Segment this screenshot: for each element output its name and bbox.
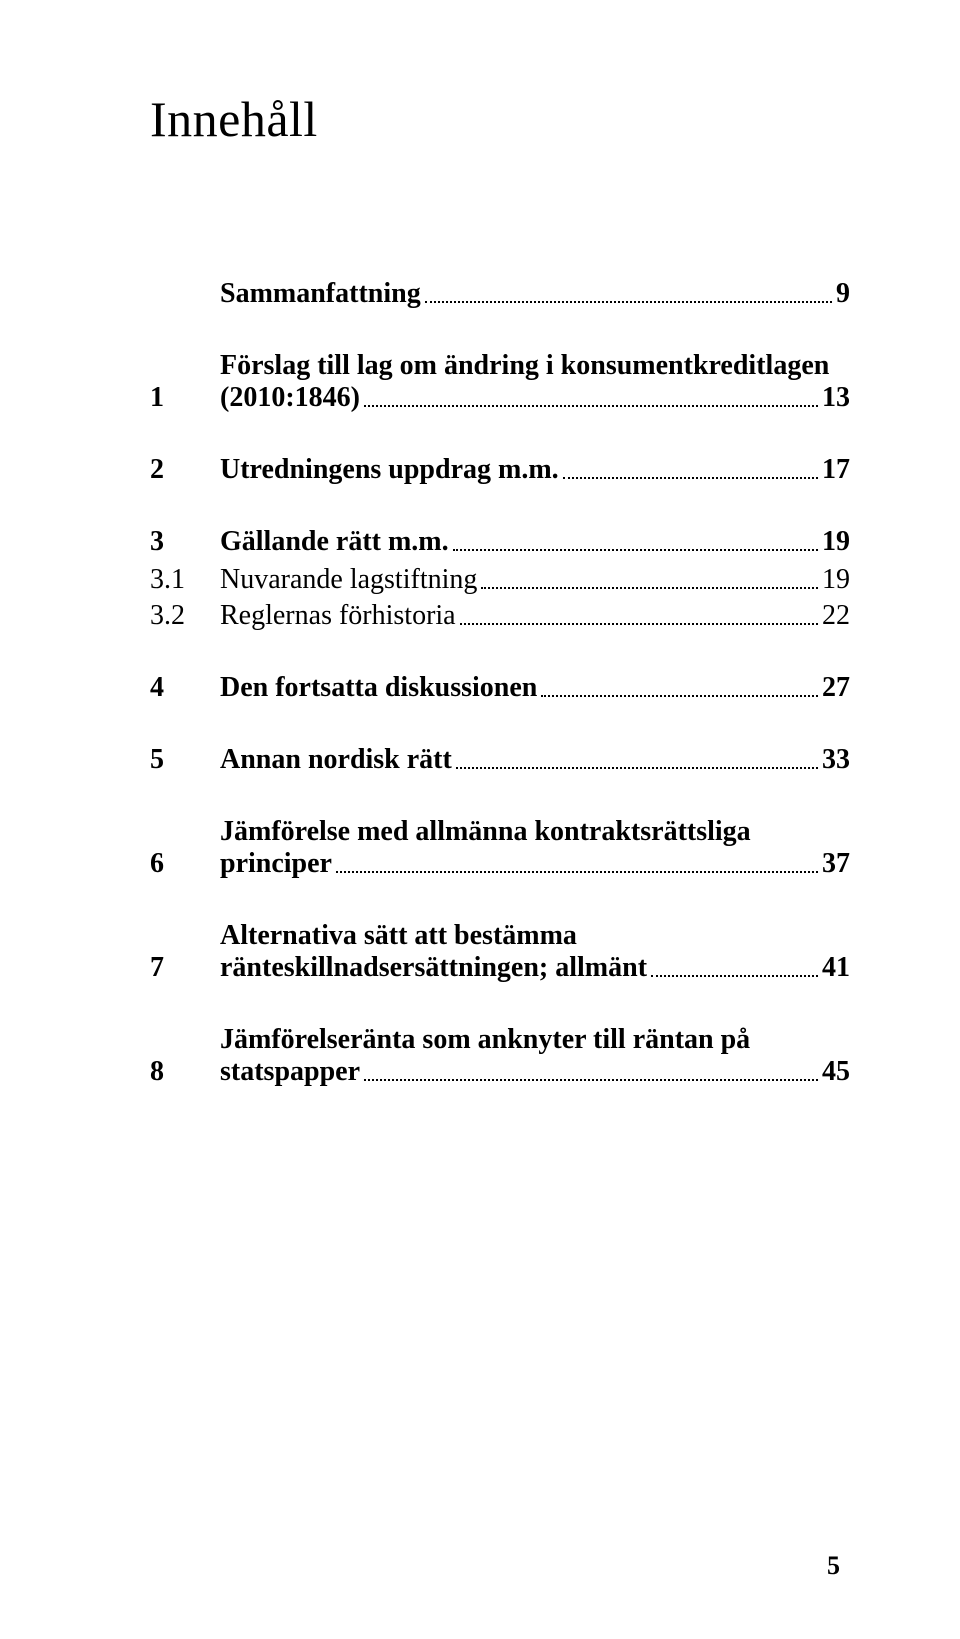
toc-entry: 1 Förslag till lag om ändring i konsumen…	[150, 350, 850, 414]
toc-page: 9	[836, 278, 850, 310]
toc-label-line1: Alternativa sätt att bestämma	[220, 920, 850, 952]
toc-page: 22	[822, 600, 850, 632]
toc-page: 27	[822, 672, 850, 704]
dot-leader	[425, 301, 832, 303]
toc-entry: 4 Den fortsatta diskussionen 27	[150, 672, 850, 704]
toc-number: 5	[150, 744, 220, 776]
toc-page: 33	[822, 744, 850, 776]
toc-entry: 8 Jämförelseränta som anknyter till ränt…	[150, 1024, 850, 1088]
toc-label: Utredningens uppdrag m.m.	[220, 454, 559, 486]
dot-leader	[481, 587, 818, 589]
toc-label: Gällande rätt m.m.	[220, 526, 449, 558]
toc-label-line2: ränteskillnadsersättningen; allmänt	[220, 952, 647, 984]
toc-label: Sammanfattning	[220, 278, 421, 310]
page: Innehåll Sammanfattning 9 1 Förslag till…	[0, 0, 960, 1639]
toc-entry: Sammanfattning 9	[150, 278, 850, 310]
toc-entry: 2 Utredningens uppdrag m.m. 17	[150, 454, 850, 486]
toc-label-line2: statspapper	[220, 1056, 360, 1088]
dot-leader	[541, 695, 818, 697]
toc-label-line1: Jämförelseränta som anknyter till räntan…	[220, 1024, 850, 1056]
dot-leader	[453, 549, 818, 551]
dot-leader	[336, 871, 818, 873]
toc-number: 6	[150, 848, 220, 880]
toc-label-line2: (2010:1846)	[220, 382, 360, 414]
toc-entry: 7 Alternativa sätt att bestämma ränteski…	[150, 920, 850, 984]
toc-number: 3	[150, 526, 220, 558]
toc-number: 4	[150, 672, 220, 704]
dot-leader	[651, 975, 818, 977]
dot-leader	[364, 1079, 818, 1081]
toc-label: Reglernas förhistoria	[220, 600, 456, 632]
toc-page: 13	[822, 382, 850, 414]
toc-label-line1: Jämförelse med allmänna kontraktsrättsli…	[220, 816, 850, 848]
toc-number: 1	[150, 382, 220, 414]
toc-label-line2: principer	[220, 848, 332, 880]
toc-number: 8	[150, 1056, 220, 1088]
toc-entry: 3 Gällande rätt m.m. 19	[150, 526, 850, 558]
toc-number: 2	[150, 454, 220, 486]
dot-leader	[364, 405, 818, 407]
toc-number: 3.2	[150, 600, 220, 632]
toc-number: 7	[150, 952, 220, 984]
toc-page: 41	[822, 952, 850, 984]
dot-leader	[456, 767, 818, 769]
toc-entry: 5 Annan nordisk rätt 33	[150, 744, 850, 776]
page-title: Innehåll	[150, 90, 850, 148]
toc-page: 19	[822, 564, 850, 596]
toc-page: 17	[822, 454, 850, 486]
toc-label: Den fortsatta diskussionen	[220, 672, 537, 704]
toc-number: 3.1	[150, 564, 220, 596]
page-number: 5	[827, 1551, 840, 1581]
dot-leader	[563, 477, 818, 479]
toc-page: 37	[822, 848, 850, 880]
toc-page: 19	[822, 526, 850, 558]
toc-label: Nuvarande lagstiftning	[220, 564, 477, 596]
toc-label-line1: Förslag till lag om ändring i konsumentk…	[220, 350, 850, 382]
table-of-contents: Sammanfattning 9 1 Förslag till lag om ä…	[150, 278, 850, 1128]
toc-entry: 6 Jämförelse med allmänna kontraktsrätts…	[150, 816, 850, 880]
toc-subentry: 3.2 Reglernas förhistoria 22	[150, 600, 850, 632]
toc-page: 45	[822, 1056, 850, 1088]
toc-subentry: 3.1 Nuvarande lagstiftning 19	[150, 564, 850, 596]
toc-label: Annan nordisk rätt	[220, 744, 452, 776]
dot-leader	[460, 623, 818, 625]
